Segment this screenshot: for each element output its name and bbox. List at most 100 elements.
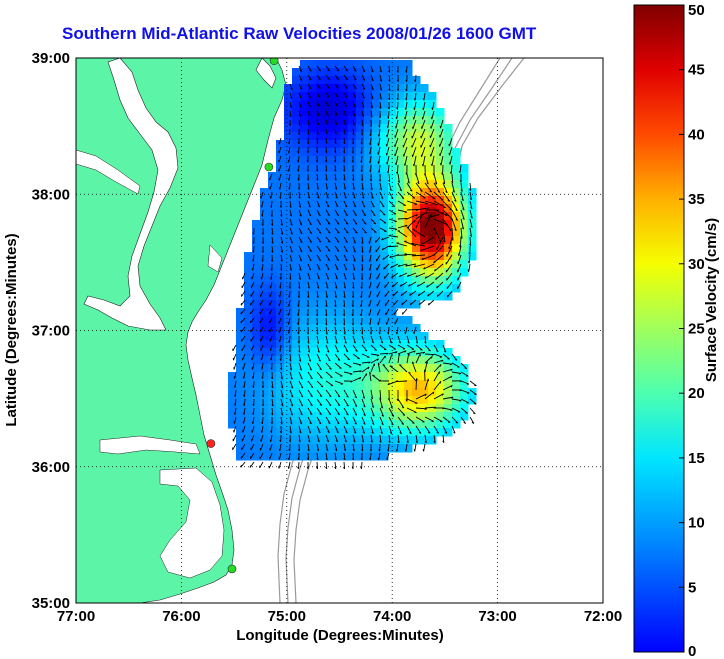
velocity-cell [292,76,301,85]
current-arrow [442,227,446,243]
velocity-cell [356,124,365,133]
velocity-cell [324,276,333,285]
current-arrow [368,317,372,326]
velocity-cell [396,444,405,453]
velocity-cell [404,276,413,285]
colorbar-tick-label: 0 [688,643,696,659]
current-arrow [241,344,246,352]
velocity-cell [404,364,413,373]
velocity-cell [396,100,405,109]
velocity-cell [268,300,277,309]
velocity-cell [316,172,325,181]
velocity-cell [356,108,365,117]
current-arrow [388,173,391,183]
velocity-cell [460,204,469,213]
velocity-cell [364,452,373,461]
current-arrow [280,218,283,226]
velocity-cell [356,436,365,445]
velocity-cell [356,212,365,221]
current-arrow [376,272,381,280]
current-arrow [460,362,468,370]
current-arrow [424,191,436,200]
velocity-cell [436,204,445,213]
current-arrow [334,164,337,172]
current-arrow [351,164,354,172]
velocity-cell [324,140,333,149]
velocity-cell [324,300,333,309]
velocity-cell [292,388,301,397]
velocity-cell [300,316,309,325]
velocity-cell [252,340,261,349]
velocity-cell [260,412,269,421]
current-arrow [343,380,353,383]
velocity-cell [380,204,389,213]
current-arrow [375,245,381,253]
velocity-cell [308,252,317,261]
velocity-cell [468,252,477,261]
current-arrow [441,164,444,175]
current-arrow [415,393,427,400]
velocity-cell [420,396,429,405]
velocity-cell [420,244,429,253]
velocity-cell [316,108,325,117]
velocity-cell [332,180,341,189]
current-arrow [421,155,426,167]
velocity-cell [252,252,261,261]
current-arrow [270,425,273,434]
current-arrow [297,182,300,190]
pamlico-sound [159,467,225,579]
velocity-cell [308,444,317,453]
velocity-cell [252,404,261,413]
velocity-cell [260,324,269,333]
velocity-cell [324,364,333,373]
velocity-cell [372,452,381,461]
velocity-cell [348,324,357,333]
velocity-cell [436,412,445,421]
colorbar-tick-label: 30 [688,256,705,273]
current-arrow [413,101,417,111]
current-arrow [287,317,291,325]
velocity-cell [260,300,269,309]
velocity-cell [364,212,373,221]
current-arrow [360,290,363,298]
current-arrow [287,146,291,154]
velocity-cell [316,164,325,173]
current-arrow [250,344,255,351]
velocity-cell [300,428,309,437]
current-arrow [379,355,386,364]
velocity-cell [316,260,325,269]
velocity-cell [340,428,349,437]
velocity-cell [364,348,373,357]
velocity-cell [380,332,389,341]
current-arrow [361,254,364,262]
velocity-cell [348,300,357,309]
velocity-cell [452,372,461,381]
current-arrow [334,353,341,361]
velocity-cell [308,428,317,437]
current-arrow [334,461,337,470]
current-arrow [325,344,330,353]
current-arrow [287,308,291,316]
velocity-cell [428,132,437,141]
velocity-cell [276,276,285,285]
current-arrow [343,452,346,461]
velocity-cell [308,452,317,461]
current-arrow [289,398,294,407]
current-arrow [370,83,374,91]
velocity-cell [308,364,317,373]
current-arrow [334,236,340,243]
velocity-cell [348,108,357,117]
current-arrow [436,290,444,298]
current-arrow [289,101,293,108]
velocity-cell [348,188,357,197]
current-arrow [360,272,363,280]
current-arrow [316,353,321,362]
velocity-cell [436,220,445,229]
current-arrow [316,299,319,308]
velocity-cell [300,268,309,277]
velocity-cell [324,348,333,357]
velocity-cell [316,180,325,189]
current-arrow [343,344,349,353]
current-arrow [361,218,367,225]
current-arrow [252,227,255,235]
